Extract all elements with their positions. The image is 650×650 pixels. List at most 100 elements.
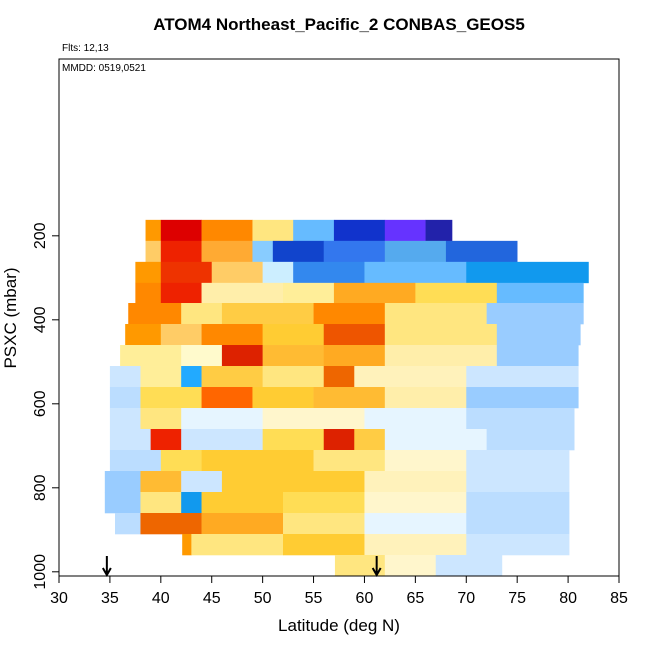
cell xyxy=(384,324,498,346)
cell xyxy=(252,240,274,263)
cell xyxy=(140,387,202,409)
cell xyxy=(201,366,263,388)
cell xyxy=(181,303,223,325)
cell xyxy=(466,513,570,535)
cell xyxy=(384,429,487,451)
cell xyxy=(333,282,416,304)
cell xyxy=(181,345,223,367)
cell xyxy=(445,240,518,263)
cell xyxy=(496,345,579,367)
cell xyxy=(323,240,386,263)
curtain xyxy=(104,219,589,577)
cell xyxy=(262,366,325,388)
cell xyxy=(293,219,335,242)
x-tick-label: 45 xyxy=(203,590,221,607)
cell xyxy=(201,492,284,514)
cell xyxy=(262,345,325,367)
x-tick-label: 30 xyxy=(50,590,68,607)
cell xyxy=(466,534,570,556)
cell xyxy=(262,261,294,284)
cell xyxy=(182,534,192,556)
y-tick-label: 800 xyxy=(32,474,49,501)
cell xyxy=(384,219,426,242)
cell xyxy=(221,471,365,493)
cell xyxy=(109,408,141,430)
cell xyxy=(364,471,467,493)
x-axis-label: Latitude (deg N) xyxy=(278,616,400,635)
cell xyxy=(201,240,253,263)
cell xyxy=(262,429,325,451)
cell xyxy=(283,513,365,535)
cell xyxy=(181,408,263,430)
cell xyxy=(384,303,487,325)
x-tick-label: 50 xyxy=(254,590,272,607)
cell xyxy=(181,366,202,388)
cell xyxy=(466,450,570,472)
cell xyxy=(486,303,584,325)
cell xyxy=(104,471,141,493)
x-tick-label: 60 xyxy=(356,590,374,607)
cell xyxy=(466,471,570,493)
y-tick-label: 400 xyxy=(32,306,49,333)
latitude-arrow xyxy=(101,556,112,578)
cell xyxy=(191,534,284,556)
cell xyxy=(135,282,162,304)
cell xyxy=(211,261,263,284)
flights-note: Flts: 12,13 xyxy=(62,43,109,54)
cell xyxy=(364,408,467,430)
cell xyxy=(364,534,467,556)
cell xyxy=(181,492,202,514)
cell xyxy=(109,429,151,451)
cell xyxy=(160,282,202,304)
x-tick-label: 85 xyxy=(610,590,628,607)
plot-frame xyxy=(58,58,620,577)
cell xyxy=(181,471,223,493)
cell xyxy=(283,534,365,556)
y-tick-label: 1000 xyxy=(32,554,49,590)
cell xyxy=(323,345,386,367)
cell xyxy=(128,303,182,325)
cell xyxy=(104,492,141,514)
cell xyxy=(221,345,263,367)
cell xyxy=(384,450,467,472)
y-tick-label: 200 xyxy=(32,222,49,249)
cell xyxy=(415,282,498,304)
cell xyxy=(140,471,182,493)
cell xyxy=(262,408,365,430)
cell xyxy=(221,303,314,325)
cell xyxy=(145,219,162,242)
cell xyxy=(384,555,437,577)
latitude-arrow xyxy=(371,556,382,578)
y-tick-label: 600 xyxy=(32,390,49,417)
cell xyxy=(262,324,325,346)
cell xyxy=(466,408,575,430)
cell xyxy=(364,492,467,514)
cell xyxy=(140,366,182,388)
cell xyxy=(384,345,498,367)
cell xyxy=(323,366,355,388)
cell xyxy=(140,408,182,430)
cell xyxy=(140,492,182,514)
cell xyxy=(109,450,162,472)
cell xyxy=(135,261,162,284)
cell xyxy=(150,429,182,451)
cell xyxy=(283,282,335,304)
x-tick-label: 70 xyxy=(457,590,475,607)
cell xyxy=(140,513,202,535)
cell xyxy=(160,219,202,242)
cell xyxy=(486,429,575,451)
x-tick-label: 40 xyxy=(152,590,170,607)
cell xyxy=(313,450,386,472)
cell xyxy=(435,555,503,577)
cell xyxy=(181,429,263,451)
cell xyxy=(109,366,141,388)
cell xyxy=(384,240,447,263)
x-tick-label: 80 xyxy=(559,590,577,607)
cell xyxy=(364,513,467,535)
cell xyxy=(252,387,314,409)
cell xyxy=(272,240,325,263)
y-axis-label: PSXC (mbar) xyxy=(1,267,20,368)
cell xyxy=(334,555,386,577)
cell xyxy=(354,429,386,451)
